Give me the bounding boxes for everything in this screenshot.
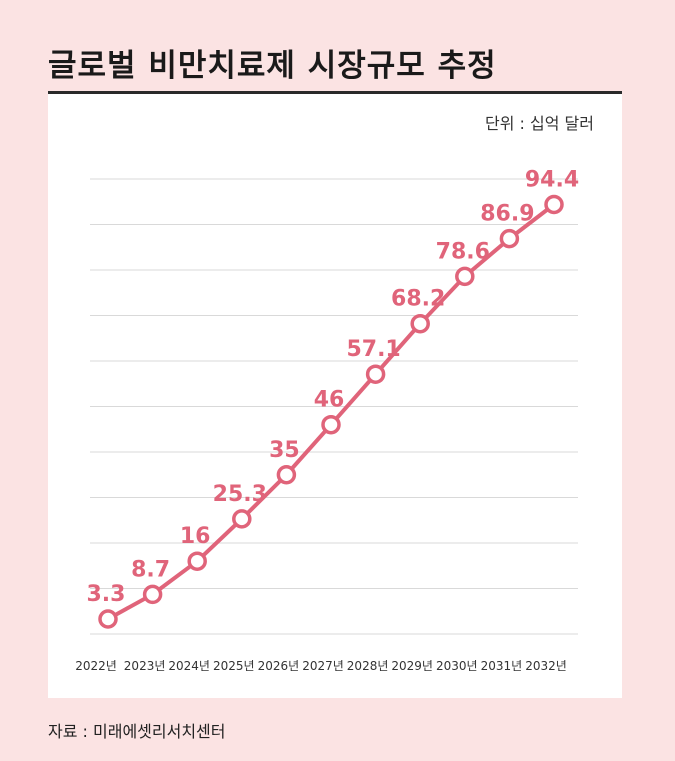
source-note: 자료 : 미래에셋리서치센터	[48, 722, 226, 741]
chart-panel: 단위 : 십억 달러 3.3 8.7 16 25.3 35 46 57.1 68.2 78.6 8…	[48, 94, 622, 698]
data-label: 3.3	[87, 582, 126, 607]
data-label: 57.1	[346, 337, 400, 362]
data-label: 94.4	[525, 167, 579, 192]
x-tick-label: 2032년	[525, 659, 567, 673]
x-tick-label: 2030년	[436, 659, 478, 673]
x-tick-label: 2028년	[347, 659, 389, 673]
x-tick-labels: 2022년 2023년 2024년 2025년 2026년 2027년 2028년 2029년…	[75, 659, 567, 673]
x-tick-label: 2026년	[258, 659, 300, 673]
data-points	[98, 194, 564, 629]
unit-label: 단위 : 십억 달러	[485, 114, 594, 133]
data-point	[544, 194, 564, 215]
data-point	[499, 228, 520, 249]
x-tick-label: 2029년	[391, 659, 433, 673]
data-point	[232, 509, 252, 529]
data-label: 86.9	[480, 202, 534, 227]
data-point	[455, 266, 475, 287]
x-tick-label: 2027년	[302, 659, 344, 673]
data-label: 35	[269, 438, 300, 463]
x-tick-label: 2024년	[168, 659, 210, 673]
gridlines	[90, 178, 578, 635]
data-point	[321, 414, 341, 435]
data-label: 16	[180, 524, 211, 549]
data-point	[410, 313, 430, 334]
data-point	[365, 364, 386, 384]
data-point	[142, 584, 163, 605]
x-tick-label: 2025년	[213, 659, 255, 673]
title-divider	[48, 91, 622, 94]
data-label: 68.2	[391, 287, 445, 312]
data-point	[187, 551, 207, 571]
x-tick-label: 2023년	[124, 659, 166, 673]
chart-title: 글로벌 비만치료제 시장규모 추정	[48, 48, 497, 84]
data-label: 25.3	[213, 482, 267, 507]
data-point	[276, 465, 297, 485]
data-label: 8.7	[131, 557, 170, 582]
data-label: 46	[314, 388, 345, 413]
x-tick-label: 2031년	[481, 659, 523, 673]
data-label: 78.6	[436, 239, 490, 264]
data-point	[98, 609, 118, 629]
x-tick-label: 2022년	[75, 659, 117, 673]
